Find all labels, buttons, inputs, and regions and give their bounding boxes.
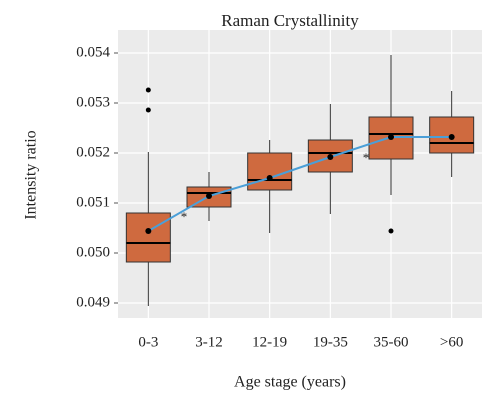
y-tick-label: 0.051 [76,194,110,210]
x-tick-label: 0-3 [138,334,158,350]
plot-background [118,30,482,318]
mean-point [266,175,273,181]
chart-title: Raman Crystallinity [221,11,359,30]
mean-point [206,193,212,199]
y-tick-label: 0.053 [76,94,110,110]
y-axis-label: Intensity ratio [23,130,40,219]
x-tick-label: 35-60 [374,334,409,350]
outlier [145,87,151,93]
mean-point [388,134,394,140]
x-tick-label: >60 [440,334,463,350]
significance-mark: * [181,209,188,224]
significance-mark: * [363,150,370,165]
y-tick-label: 0.052 [76,144,110,160]
x-axis-label: Age stage (years) [234,374,346,391]
mean-point [327,154,334,160]
mean-line [147,136,452,232]
mean-point [145,228,152,234]
y-tick-label: 0.050 [76,244,110,260]
outlier [145,107,151,113]
outlier [388,228,394,234]
box [125,212,171,263]
x-tick-label: 19-35 [313,334,348,350]
x-tick-label: 12-19 [252,334,287,350]
box [247,152,293,191]
y-tick-label: 0.049 [76,294,110,310]
mean-point [448,134,455,140]
x-tick-label: 3-12 [195,334,223,350]
y-tick-label: 0.054 [76,44,110,60]
